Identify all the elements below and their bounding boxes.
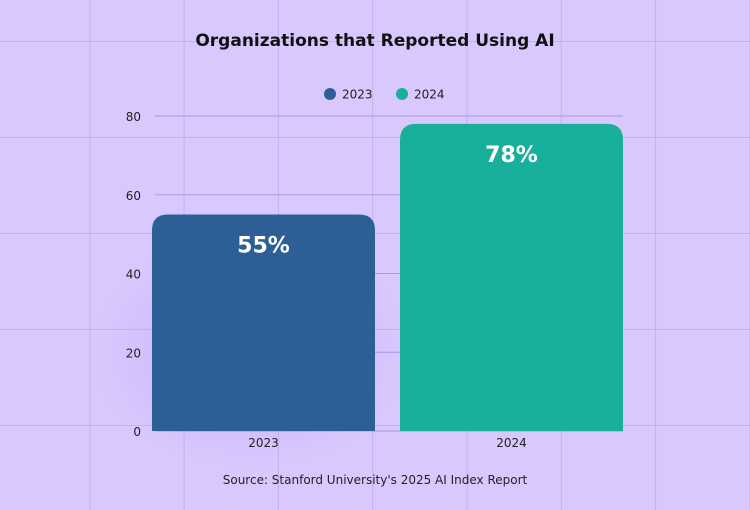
x-tick-label: 2024 [496, 436, 527, 450]
data-label: 55% [237, 233, 290, 258]
legend-label: 2024 [414, 88, 445, 102]
y-tick-label: 20 [126, 346, 141, 360]
legend-label: 2023 [342, 88, 373, 102]
legend-marker [324, 88, 336, 100]
y-tick-label: 80 [126, 110, 141, 124]
bar-2024 [400, 123, 623, 431]
data-label: 78% [485, 143, 538, 168]
y-tick-label: 40 [126, 268, 141, 282]
y-tick-label: 60 [126, 189, 141, 203]
legend-marker [396, 88, 408, 100]
chart-source: Source: Stanford University's 2025 AI In… [223, 473, 528, 487]
y-tick-label: 0 [133, 425, 141, 439]
chart-title: Organizations that Reported Using AI [195, 31, 554, 51]
x-tick-label: 2023 [248, 436, 279, 450]
bar-2023 [152, 214, 375, 431]
